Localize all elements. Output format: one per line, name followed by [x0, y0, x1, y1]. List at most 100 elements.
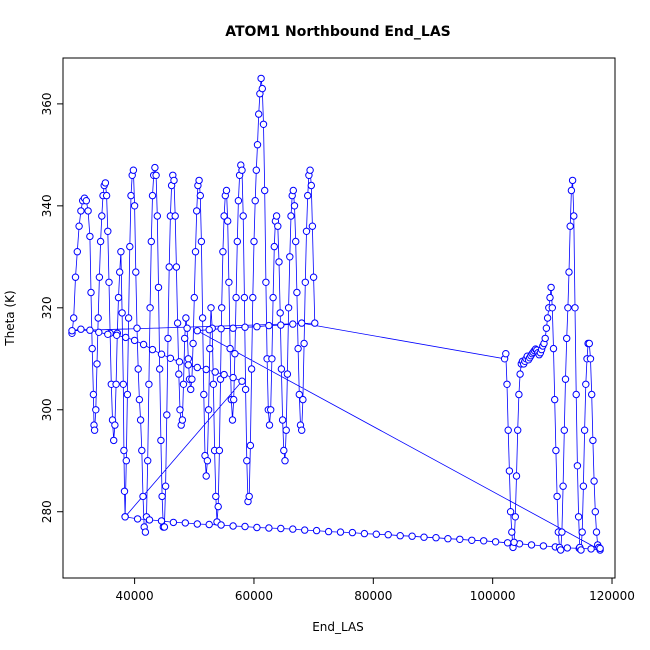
data-point [251, 197, 259, 205]
data-point [230, 395, 238, 404]
data-point [95, 273, 104, 281]
data-point [549, 344, 558, 353]
data-point [590, 477, 598, 485]
data-point [574, 513, 583, 521]
data-point [181, 519, 190, 527]
data-point [503, 380, 511, 388]
data-point [277, 321, 285, 329]
data-point [153, 212, 162, 220]
data-point [116, 268, 124, 276]
data-point [102, 191, 111, 200]
data-point [92, 406, 100, 414]
data-point [224, 217, 232, 225]
data-point [215, 446, 224, 455]
data-point [157, 350, 166, 358]
data-point [324, 527, 333, 536]
data-point [193, 327, 202, 335]
data-point [94, 314, 102, 322]
data-point [568, 176, 577, 185]
data-point [193, 520, 202, 528]
data-point [209, 380, 218, 388]
data-point [193, 363, 202, 372]
data-point [284, 304, 293, 312]
data-point [516, 370, 524, 378]
data-point [261, 186, 269, 195]
data-point [570, 212, 578, 220]
data-point [253, 323, 261, 331]
data-point [220, 212, 228, 220]
data-point [104, 330, 112, 338]
data-point [75, 222, 83, 230]
data-point [502, 350, 510, 358]
data-point [135, 395, 144, 404]
data-point [124, 314, 133, 322]
data-point [158, 492, 166, 501]
data-point [173, 319, 182, 327]
data-point [181, 334, 189, 343]
data-point [166, 354, 175, 362]
data-point [229, 373, 237, 382]
data-point [306, 166, 314, 174]
data-point [283, 370, 292, 378]
data-point [95, 328, 103, 336]
data-point [503, 539, 512, 547]
data-point [586, 355, 595, 363]
chart-title: ATOM1 Northbound End_LAS [225, 24, 451, 40]
data-point [527, 541, 536, 549]
data-point [139, 340, 148, 349]
data-point [222, 186, 231, 195]
data-point [275, 258, 283, 266]
data-point [146, 304, 154, 312]
data-point [253, 141, 262, 149]
data-point [217, 325, 225, 333]
data-point [588, 390, 596, 399]
data-point [265, 524, 273, 532]
data-point [193, 207, 201, 215]
data-point [307, 181, 315, 190]
data-point [145, 380, 153, 388]
y-tick-label: 320 [40, 296, 54, 319]
data-point [238, 166, 246, 174]
data-point [211, 368, 219, 376]
data-point [579, 482, 588, 490]
data-point [225, 278, 233, 286]
data-point [511, 513, 519, 521]
data-point [70, 314, 78, 322]
data-point [86, 232, 94, 241]
data-point [585, 339, 593, 348]
data-point [348, 528, 357, 537]
data-point [71, 273, 80, 281]
data-point [130, 202, 139, 210]
data-point [184, 355, 193, 363]
data-point [82, 197, 91, 205]
data-point [231, 350, 239, 358]
data-point [157, 517, 166, 525]
data-point [270, 242, 278, 251]
data-point [276, 309, 284, 317]
data-point [77, 325, 85, 333]
data-point [133, 515, 142, 523]
data-point [396, 532, 404, 540]
data-point [289, 186, 297, 195]
data-point [147, 237, 156, 246]
data-point [596, 544, 604, 553]
data-point [200, 390, 208, 399]
data-point [384, 531, 392, 539]
data-point [205, 326, 213, 334]
data-point [281, 457, 289, 465]
data-point [110, 436, 118, 445]
data-point [228, 416, 237, 424]
data-point [553, 492, 561, 501]
y-tick-label: 340 [40, 194, 54, 217]
data-point [136, 416, 145, 424]
x-tick-label: 80000 [354, 589, 392, 603]
data-point [121, 513, 129, 521]
data-point [572, 390, 580, 399]
data-point [277, 524, 285, 533]
data-point [300, 339, 308, 348]
data-point [207, 304, 215, 312]
data-point [134, 365, 142, 373]
data-point [218, 304, 226, 312]
data-point [139, 492, 147, 501]
data-point [118, 309, 126, 317]
